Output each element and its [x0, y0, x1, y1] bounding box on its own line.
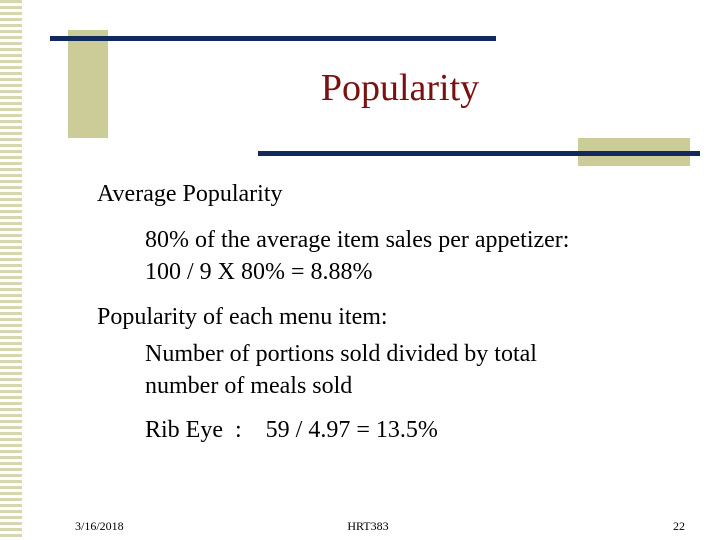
bottom-rule [258, 151, 700, 156]
sub-bullet: Number of portions sold divided by total [145, 341, 537, 367]
top-rule [50, 36, 496, 41]
accent-block [68, 30, 108, 138]
footer-course: HRT383 [347, 519, 389, 533]
bullet: Average Popularity [97, 181, 283, 207]
footer-page: 22 [673, 519, 685, 533]
sub-bullet: 80% of the average item sales per appeti… [145, 227, 570, 253]
bullet: Popularity of each menu item: [97, 304, 388, 330]
side-stripes [0, 0, 22, 540]
slide-title: Popularity [320, 67, 480, 109]
footer-date: 3/16/2018 [75, 519, 124, 533]
sub-bullet: Rib Eye : 59 / 4.97 = 13.5% [145, 417, 438, 443]
sub-bullet: 100 / 9 X 80% = 8.88% [145, 259, 373, 285]
sub-bullet: number of meals sold [145, 373, 353, 399]
